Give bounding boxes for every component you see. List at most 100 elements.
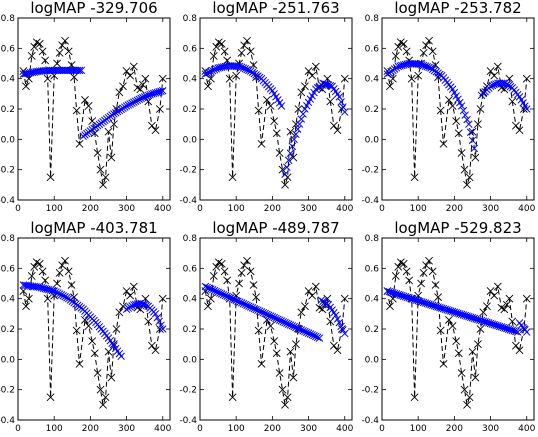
observation-point [493, 62, 502, 71]
observation-point [263, 95, 271, 104]
observation-point [257, 359, 266, 368]
fit-point [68, 66, 77, 75]
observation-point [147, 121, 156, 130]
observation-point [297, 88, 306, 97]
observation-point [304, 67, 313, 76]
observation-point [35, 39, 44, 48]
observation-point [129, 62, 138, 71]
y-tick-label: 0.8 [183, 14, 198, 24]
y-tick-label: 0.0 [365, 135, 380, 145]
fit-point [59, 66, 67, 75]
fit-point [288, 322, 297, 330]
observation-point [399, 39, 408, 48]
y-tick-label: 0.4 [1, 295, 16, 305]
fit-point [243, 301, 251, 310]
observation-point [490, 291, 499, 300]
observation-point [64, 267, 73, 276]
observation-point [55, 268, 64, 277]
y-tick-label: -0.2 [179, 386, 197, 396]
x-tick-label: 0 [197, 204, 203, 214]
x-tick-label: 400 [518, 204, 535, 214]
fit-point [64, 66, 73, 75]
y-tick-label: 0.6 [183, 44, 198, 54]
fit-point [142, 301, 151, 310]
fit-point [72, 66, 80, 75]
observation-point [240, 41, 249, 50]
observation-point [158, 294, 167, 303]
observation-point [522, 74, 531, 83]
fit-point [265, 311, 273, 319]
observation-point [235, 279, 244, 288]
fit-point [284, 320, 293, 328]
observation-point [301, 302, 309, 311]
observation-point [243, 36, 251, 45]
fit-point [523, 105, 531, 113]
fit-point [339, 103, 347, 111]
fit-point [292, 323, 300, 332]
fit-point [245, 66, 253, 75]
subplot-3: logMAP -253.782 -0.4 -0.2 0.0 0.2 0.4 0.6 0.8 0 1… [361, 0, 535, 214]
fit-point [459, 106, 468, 115]
observation-point [428, 267, 437, 276]
observation-point [340, 74, 349, 83]
fit-point [513, 328, 522, 336]
observation-point [246, 267, 255, 276]
observation-point [522, 294, 531, 303]
observation-point [394, 42, 403, 51]
observation-point [24, 294, 33, 303]
observation-point [422, 261, 431, 270]
fit-point [227, 294, 235, 302]
fit-point [461, 111, 469, 119]
y-tick-label: 0.6 [365, 264, 380, 274]
observation-point [232, 71, 241, 80]
observation-line [386, 259, 528, 405]
observation-point [281, 180, 289, 189]
subplot-4: logMAP -403.781 -0.4 -0.2 0.0 0.2 0.4 0.6 0.8 0 1… [0, 219, 172, 434]
y-tick-label: 0.2 [365, 325, 379, 335]
x-tick-label: 200 [82, 424, 99, 434]
fit-point [214, 288, 222, 297]
observation-point [24, 74, 33, 83]
fit-point [286, 149, 295, 158]
fit-point [465, 120, 473, 128]
fit-point [290, 135, 298, 144]
fit-point [470, 144, 479, 153]
observation-point [304, 287, 313, 296]
observation-point [67, 281, 76, 289]
y-tick-label: 0.8 [1, 14, 16, 24]
fit-point [463, 115, 471, 124]
fit-point [335, 93, 344, 101]
x-tick-label: 400 [336, 204, 353, 214]
x-tick-label: 400 [154, 204, 171, 214]
fit-point [281, 170, 289, 178]
y-tick-label: 0.4 [183, 295, 198, 305]
observation-point [511, 341, 520, 350]
observation-point [35, 259, 44, 268]
observation-point [500, 305, 509, 314]
observation-point [468, 127, 477, 136]
observation-point [425, 256, 433, 265]
fit-point [203, 283, 211, 292]
observation-point [72, 326, 81, 335]
observation-point [58, 261, 67, 270]
y-tick-label: 0.0 [1, 355, 16, 365]
fit-point [250, 304, 259, 313]
observation-point [55, 48, 64, 57]
fit-point [133, 96, 142, 105]
fit-point [259, 308, 268, 317]
subplot-title: logMAP -251.763 [212, 0, 339, 17]
axes-frame [381, 237, 535, 421]
fit-point [293, 125, 302, 133]
observation-point [112, 325, 121, 333]
observation-point [452, 337, 461, 346]
observation-point [275, 369, 284, 377]
observation-point [209, 51, 218, 60]
observation-point [84, 102, 93, 110]
axes-frame [199, 237, 353, 421]
fit-point [299, 326, 307, 335]
observation-point [61, 256, 69, 265]
fit-point [299, 110, 307, 118]
observation-point [386, 82, 394, 91]
observation-point [311, 62, 320, 71]
fit-point [48, 66, 57, 75]
